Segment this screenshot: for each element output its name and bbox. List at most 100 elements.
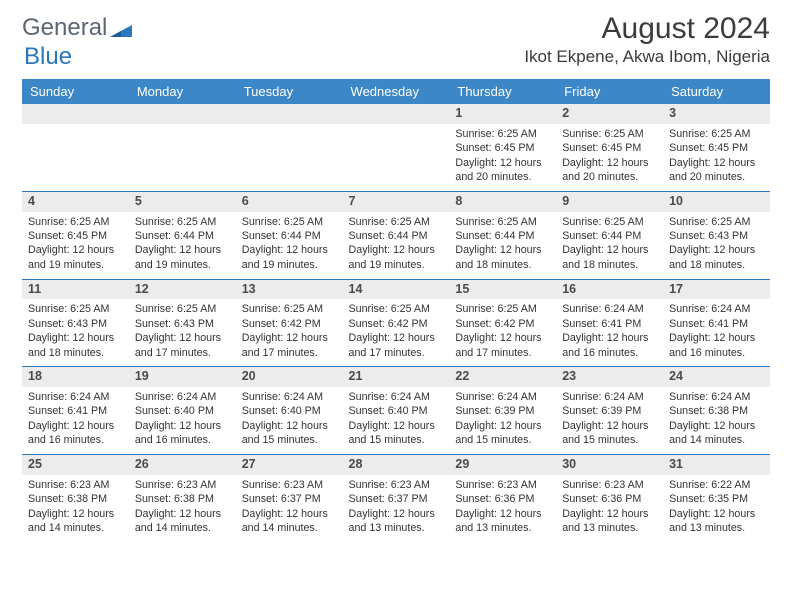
day-number: 16 <box>556 280 663 300</box>
sunset-line: Sunset: 6:45 PM <box>562 141 657 155</box>
sunset-line: Sunset: 6:38 PM <box>135 492 230 506</box>
sunrise-line: Sunrise: 6:23 AM <box>349 478 444 492</box>
sunset-line: Sunset: 6:40 PM <box>135 404 230 418</box>
weekday-header: Monday <box>129 79 236 104</box>
day-number: 23 <box>556 367 663 387</box>
day-number: 21 <box>343 367 450 387</box>
sunset-line: Sunset: 6:38 PM <box>28 492 123 506</box>
sunset-line: Sunset: 6:45 PM <box>28 229 123 243</box>
calendar-day-cell: 12Sunrise: 6:25 AMSunset: 6:43 PMDayligh… <box>129 279 236 367</box>
calendar-day-cell: 20Sunrise: 6:24 AMSunset: 6:40 PMDayligh… <box>236 367 343 455</box>
day-number <box>343 104 450 124</box>
day-number: 22 <box>449 367 556 387</box>
title-month: August 2024 <box>524 12 770 45</box>
calendar-day-cell: 28Sunrise: 6:23 AMSunset: 6:37 PMDayligh… <box>343 455 450 542</box>
weekday-header: Saturday <box>663 79 770 104</box>
sunrise-line: Sunrise: 6:24 AM <box>135 390 230 404</box>
sunrise-line: Sunrise: 6:25 AM <box>669 215 764 229</box>
daylight-line: Daylight: 12 hours and 20 minutes. <box>669 156 764 185</box>
calendar-day-cell: 2Sunrise: 6:25 AMSunset: 6:45 PMDaylight… <box>556 104 663 191</box>
day-details: Sunrise: 6:25 AMSunset: 6:44 PMDaylight:… <box>449 212 556 279</box>
sunset-line: Sunset: 6:45 PM <box>455 141 550 155</box>
daylight-line: Daylight: 12 hours and 18 minutes. <box>562 243 657 272</box>
sunrise-line: Sunrise: 6:25 AM <box>669 127 764 141</box>
sunset-line: Sunset: 6:45 PM <box>669 141 764 155</box>
day-number: 18 <box>22 367 129 387</box>
sunrise-line: Sunrise: 6:22 AM <box>669 478 764 492</box>
calendar-day-cell: 27Sunrise: 6:23 AMSunset: 6:37 PMDayligh… <box>236 455 343 542</box>
sunset-line: Sunset: 6:41 PM <box>669 317 764 331</box>
title-location: Ikot Ekpene, Akwa Ibom, Nigeria <box>524 47 770 67</box>
day-details: Sunrise: 6:24 AMSunset: 6:40 PMDaylight:… <box>236 387 343 454</box>
calendar-week-row: 1Sunrise: 6:25 AMSunset: 6:45 PMDaylight… <box>22 104 770 191</box>
sunrise-line: Sunrise: 6:25 AM <box>242 215 337 229</box>
daylight-line: Daylight: 12 hours and 18 minutes. <box>28 331 123 360</box>
calendar-day-cell <box>343 104 450 191</box>
calendar-day-cell <box>22 104 129 191</box>
day-details: Sunrise: 6:25 AMSunset: 6:42 PMDaylight:… <box>343 299 450 366</box>
calendar-day-cell: 4Sunrise: 6:25 AMSunset: 6:45 PMDaylight… <box>22 191 129 279</box>
day-details: Sunrise: 6:24 AMSunset: 6:40 PMDaylight:… <box>129 387 236 454</box>
daylight-line: Daylight: 12 hours and 20 minutes. <box>455 156 550 185</box>
daylight-line: Daylight: 12 hours and 16 minutes. <box>562 331 657 360</box>
day-details: Sunrise: 6:25 AMSunset: 6:44 PMDaylight:… <box>556 212 663 279</box>
sunset-line: Sunset: 6:43 PM <box>669 229 764 243</box>
sunrise-line: Sunrise: 6:23 AM <box>562 478 657 492</box>
day-number: 13 <box>236 280 343 300</box>
day-number: 27 <box>236 455 343 475</box>
day-details: Sunrise: 6:25 AMSunset: 6:43 PMDaylight:… <box>22 299 129 366</box>
sunset-line: Sunset: 6:44 PM <box>455 229 550 243</box>
daylight-line: Daylight: 12 hours and 17 minutes. <box>135 331 230 360</box>
day-number: 4 <box>22 192 129 212</box>
daylight-line: Daylight: 12 hours and 13 minutes. <box>562 507 657 536</box>
calendar-day-cell: 6Sunrise: 6:25 AMSunset: 6:44 PMDaylight… <box>236 191 343 279</box>
day-number <box>236 104 343 124</box>
sunset-line: Sunset: 6:38 PM <box>669 404 764 418</box>
daylight-line: Daylight: 12 hours and 15 minutes. <box>242 419 337 448</box>
day-number: 9 <box>556 192 663 212</box>
sunrise-line: Sunrise: 6:23 AM <box>242 478 337 492</box>
daylight-line: Daylight: 12 hours and 18 minutes. <box>455 243 550 272</box>
day-details: Sunrise: 6:25 AMSunset: 6:42 PMDaylight:… <box>449 299 556 366</box>
calendar-day-cell: 1Sunrise: 6:25 AMSunset: 6:45 PMDaylight… <box>449 104 556 191</box>
sunset-line: Sunset: 6:36 PM <box>562 492 657 506</box>
calendar-day-cell: 14Sunrise: 6:25 AMSunset: 6:42 PMDayligh… <box>343 279 450 367</box>
calendar-day-cell: 24Sunrise: 6:24 AMSunset: 6:38 PMDayligh… <box>663 367 770 455</box>
calendar-day-cell: 31Sunrise: 6:22 AMSunset: 6:35 PMDayligh… <box>663 455 770 542</box>
day-details: Sunrise: 6:24 AMSunset: 6:39 PMDaylight:… <box>449 387 556 454</box>
sunset-line: Sunset: 6:44 PM <box>242 229 337 243</box>
sunset-line: Sunset: 6:44 PM <box>349 229 444 243</box>
calendar-day-cell: 8Sunrise: 6:25 AMSunset: 6:44 PMDaylight… <box>449 191 556 279</box>
day-number: 11 <box>22 280 129 300</box>
day-details: Sunrise: 6:24 AMSunset: 6:41 PMDaylight:… <box>22 387 129 454</box>
day-number: 25 <box>22 455 129 475</box>
day-details: Sunrise: 6:23 AMSunset: 6:36 PMDaylight:… <box>449 475 556 542</box>
weekday-header: Friday <box>556 79 663 104</box>
logo-word-2: Blue <box>24 43 72 71</box>
weekday-header: Sunday <box>22 79 129 104</box>
day-details: Sunrise: 6:24 AMSunset: 6:38 PMDaylight:… <box>663 387 770 454</box>
calendar-day-cell <box>129 104 236 191</box>
sunrise-line: Sunrise: 6:25 AM <box>562 127 657 141</box>
sunrise-line: Sunrise: 6:25 AM <box>135 302 230 316</box>
daylight-line: Daylight: 12 hours and 19 minutes. <box>242 243 337 272</box>
sunrise-line: Sunrise: 6:25 AM <box>135 215 230 229</box>
calendar-day-cell: 9Sunrise: 6:25 AMSunset: 6:44 PMDaylight… <box>556 191 663 279</box>
sunset-line: Sunset: 6:40 PM <box>349 404 444 418</box>
day-details: Sunrise: 6:25 AMSunset: 6:44 PMDaylight:… <box>343 212 450 279</box>
calendar-day-cell: 5Sunrise: 6:25 AMSunset: 6:44 PMDaylight… <box>129 191 236 279</box>
daylight-line: Daylight: 12 hours and 17 minutes. <box>349 331 444 360</box>
day-details <box>236 124 343 191</box>
day-details: Sunrise: 6:25 AMSunset: 6:42 PMDaylight:… <box>236 299 343 366</box>
weekday-header: Wednesday <box>343 79 450 104</box>
daylight-line: Daylight: 12 hours and 16 minutes. <box>669 331 764 360</box>
day-details: Sunrise: 6:23 AMSunset: 6:38 PMDaylight:… <box>129 475 236 542</box>
daylight-line: Daylight: 12 hours and 13 minutes. <box>669 507 764 536</box>
day-details: Sunrise: 6:23 AMSunset: 6:37 PMDaylight:… <box>236 475 343 542</box>
calendar-day-cell: 23Sunrise: 6:24 AMSunset: 6:39 PMDayligh… <box>556 367 663 455</box>
daylight-line: Daylight: 12 hours and 13 minutes. <box>349 507 444 536</box>
calendar-week-row: 11Sunrise: 6:25 AMSunset: 6:43 PMDayligh… <box>22 279 770 367</box>
sunset-line: Sunset: 6:36 PM <box>455 492 550 506</box>
calendar-week-row: 4 Sunrise: 6:25 AM Sunset: 6:45 PM Daylight… <box>22 191 770 279</box>
day-details <box>129 124 236 191</box>
